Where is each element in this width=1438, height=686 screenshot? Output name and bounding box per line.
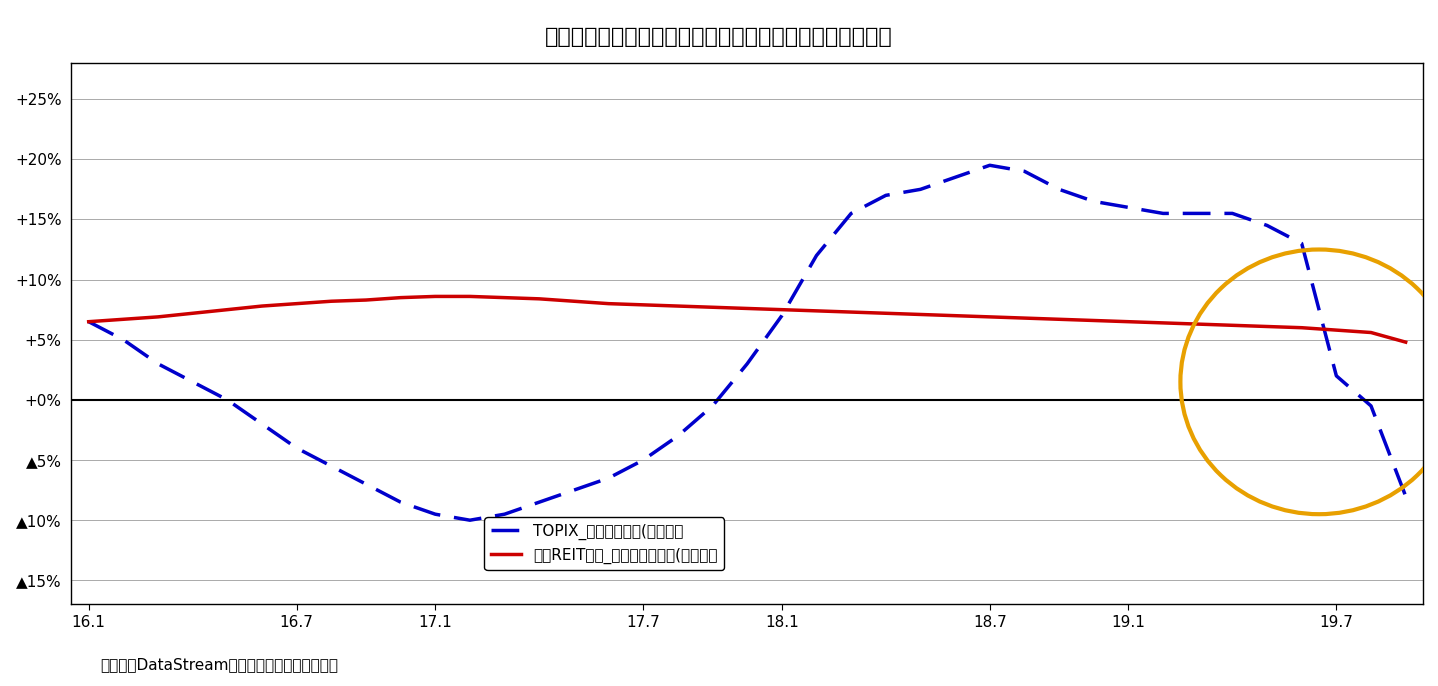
TOPIX_予想１株利益(前年比） bbox=[1293, 239, 1310, 248]
Line: 東証REIT指数_予想１株分配金(前年比）: 東証REIT指数_予想１株分配金(前年比） bbox=[89, 296, 1406, 342]
東証REIT指数_予想１株分配金(前年比） bbox=[357, 296, 374, 304]
TOPIX_予想１株利益(前年比） bbox=[427, 510, 444, 519]
東証REIT指数_予想１株分配金(前年比） bbox=[1051, 315, 1068, 323]
TOPIX_予想１株利益(前年比） bbox=[322, 462, 339, 470]
Legend: TOPIX_予想１株利益(前年比）, 東証REIT指数_予想１株分配金(前年比）: TOPIX_予想１株利益(前年比）, 東証REIT指数_予想１株分配金(前年比） bbox=[485, 517, 723, 569]
TOPIX_予想１株利益(前年比） bbox=[1224, 209, 1241, 217]
東証REIT指数_予想１株分配金(前年比） bbox=[669, 302, 686, 310]
東証REIT指数_予想１株分配金(前年比） bbox=[946, 311, 963, 320]
TOPIX_予想１株利益(前年比） bbox=[115, 335, 132, 344]
東証REIT指数_予想１株分配金(前年比） bbox=[843, 308, 860, 316]
東証REIT指数_予想１株分配金(前年比） bbox=[1327, 326, 1345, 334]
TOPIX_予想１株利益(前年比） bbox=[634, 456, 651, 464]
TOPIX_予想１株利益(前年比） bbox=[496, 510, 513, 519]
東証REIT指数_予想１株分配金(前年比） bbox=[739, 305, 756, 313]
東証REIT指数_予想１株分配金(前年比） bbox=[1155, 319, 1172, 327]
TOPIX_予想１株利益(前年比） bbox=[1086, 198, 1103, 206]
東証REIT指数_予想１株分配金(前年比） bbox=[600, 300, 617, 308]
TOPIX_予想１株利益(前年比） bbox=[219, 396, 236, 404]
東証REIT指数_予想１株分配金(前年比） bbox=[1258, 322, 1276, 331]
TOPIX_予想１株利益(前年比） bbox=[531, 498, 548, 506]
TOPIX_予想１株利益(前年比） bbox=[912, 185, 929, 193]
東証REIT指数_予想１株分配金(前年比） bbox=[1293, 324, 1310, 332]
東証REIT指数_予想１株分配金(前年比） bbox=[253, 302, 270, 310]
東証REIT指数_予想１株分配金(前年比） bbox=[565, 297, 582, 305]
TOPIX_予想１株利益(前年比） bbox=[739, 359, 756, 368]
Line: TOPIX_予想１株利益(前年比）: TOPIX_予想１株利益(前年比） bbox=[89, 165, 1406, 520]
東証REIT指数_予想１株分配金(前年比） bbox=[1086, 316, 1103, 324]
TOPIX_予想１株利益(前年比） bbox=[1120, 203, 1137, 211]
TOPIX_予想１株利益(前年比） bbox=[81, 318, 98, 326]
TOPIX_予想１株利益(前年比） bbox=[669, 432, 686, 440]
東証REIT指数_予想１株分配金(前年比） bbox=[81, 318, 98, 326]
東証REIT指数_予想１株分配金(前年比） bbox=[912, 310, 929, 318]
東証REIT指数_予想１株分配金(前年比） bbox=[703, 303, 720, 311]
東証REIT指数_予想１株分配金(前年比） bbox=[115, 315, 132, 323]
TOPIX_予想１株利益(前年比） bbox=[981, 161, 998, 169]
TOPIX_予想１株利益(前年比） bbox=[1189, 209, 1206, 217]
TOPIX_予想１株利益(前年比） bbox=[1398, 492, 1415, 500]
TOPIX_予想１株利益(前年比） bbox=[288, 444, 305, 452]
東証REIT指数_予想１株分配金(前年比） bbox=[531, 295, 548, 303]
東証REIT指数_予想１株分配金(前年比） bbox=[322, 297, 339, 305]
東証REIT指数_予想１株分配金(前年比） bbox=[634, 300, 651, 309]
TOPIX_予想１株利益(前年比） bbox=[184, 378, 201, 386]
東証REIT指数_予想１株分配金(前年比） bbox=[774, 305, 791, 314]
TOPIX_予想１株利益(前年比） bbox=[843, 209, 860, 217]
TOPIX_予想１株利益(前年比） bbox=[357, 480, 374, 488]
TOPIX_予想１株利益(前年比） bbox=[462, 516, 479, 524]
東証REIT指数_予想１株分配金(前年比） bbox=[1224, 321, 1241, 329]
東証REIT指数_予想１株分配金(前年比） bbox=[1120, 318, 1137, 326]
TOPIX_予想１株利益(前年比） bbox=[1155, 209, 1172, 217]
TOPIX_予想１株利益(前年比） bbox=[703, 402, 720, 410]
TOPIX_予想１株利益(前年比） bbox=[600, 474, 617, 482]
TOPIX_予想１株利益(前年比） bbox=[1015, 167, 1032, 176]
東証REIT指数_予想１株分配金(前年比） bbox=[219, 305, 236, 314]
TOPIX_予想１株利益(前年比） bbox=[565, 486, 582, 494]
東証REIT指数_予想１株分配金(前年比） bbox=[1189, 320, 1206, 328]
TOPIX_予想１株利益(前年比） bbox=[1362, 402, 1379, 410]
東証REIT指数_予想１株分配金(前年比） bbox=[150, 313, 167, 321]
東証REIT指数_予想１株分配金(前年比） bbox=[427, 292, 444, 300]
Text: 図表２：株式市場とＪリート市場の業績（前年比伸び率）: 図表２：株式市場とＪリート市場の業績（前年比伸び率） bbox=[545, 27, 893, 47]
TOPIX_予想１株利益(前年比） bbox=[1327, 372, 1345, 380]
東証REIT指数_予想１株分配金(前年比） bbox=[877, 309, 894, 318]
TOPIX_予想１株利益(前年比） bbox=[877, 191, 894, 200]
TOPIX_予想１株利益(前年比） bbox=[808, 251, 825, 259]
東証REIT指数_予想１株分配金(前年比） bbox=[393, 294, 410, 302]
東証REIT指数_予想１株分配金(前年比） bbox=[1015, 314, 1032, 322]
TOPIX_予想１株利益(前年比） bbox=[1051, 185, 1068, 193]
TOPIX_予想１株利益(前年比） bbox=[150, 359, 167, 368]
TOPIX_予想１株利益(前年比） bbox=[946, 173, 963, 181]
東証REIT指数_予想１株分配金(前年比） bbox=[184, 309, 201, 318]
東証REIT指数_予想１株分配金(前年比） bbox=[1362, 329, 1379, 337]
TOPIX_予想１株利益(前年比） bbox=[253, 420, 270, 428]
TOPIX_予想１株利益(前年比） bbox=[393, 498, 410, 506]
東証REIT指数_予想１株分配金(前年比） bbox=[808, 307, 825, 315]
東証REIT指数_予想１株分配金(前年比） bbox=[288, 300, 305, 308]
東証REIT指数_予想１株分配金(前年比） bbox=[1398, 338, 1415, 346]
TOPIX_予想１株利益(前年比） bbox=[774, 311, 791, 320]
TOPIX_予想１株利益(前年比） bbox=[1258, 222, 1276, 230]
東証REIT指数_予想１株分配金(前年比） bbox=[496, 294, 513, 302]
東証REIT指数_予想１株分配金(前年比） bbox=[462, 292, 479, 300]
Text: （資料）DataStreamのデータなどをもとに作成: （資料）DataStreamのデータなどをもとに作成 bbox=[101, 657, 339, 672]
東証REIT指数_予想１株分配金(前年比） bbox=[981, 313, 998, 321]
